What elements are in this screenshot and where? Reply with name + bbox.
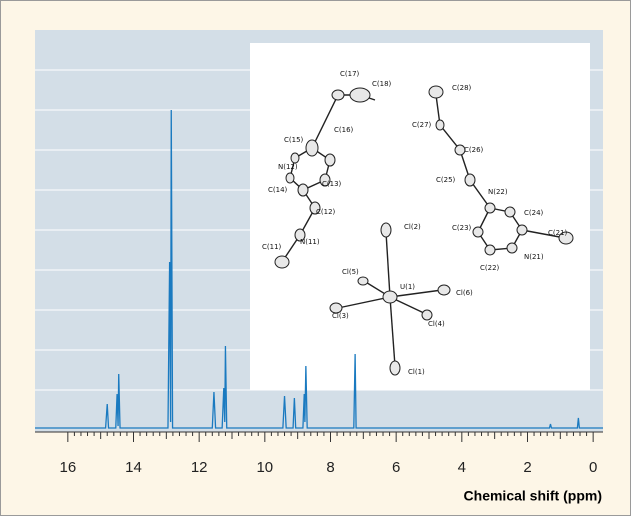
atom-label: C(17) [340,70,360,78]
x-tick-label: 2 [523,459,531,476]
atom-label: C(28) [452,84,472,92]
x-tick-label: 12 [191,459,208,476]
atom-label: C(22) [480,264,500,272]
x-tick-label: 14 [125,459,142,476]
atom-label: N(12) [278,163,298,171]
atom-label: C(16) [334,126,354,134]
chart: C(17) C(18) C(15) C(16) N(12) C(13) C(14) C(12)… [0,0,631,516]
atom-label: Cl(5) [342,268,359,276]
atom-label: C(18) [372,80,392,88]
atom-label: C(24) [524,209,544,217]
atom-label: C(25) [436,176,456,184]
atom-label: C(27) [412,121,432,129]
x-tick-label: 10 [256,459,273,476]
x-axis-label: Chemical shift (ppm) [464,488,602,504]
atom-label: Cl(4) [428,320,445,328]
atom-label: N(21) [524,253,544,261]
atom-label: C(11) [262,243,282,251]
atom-label: C(14) [268,186,288,194]
atom-label: Cl(3) [332,312,349,320]
atom-label: C(26) [464,146,484,154]
atom-label: Cl(2) [404,223,421,231]
atom-label: C(21) [548,229,568,237]
atom-label: Cl(1) [408,368,425,376]
atom-label: C(15) [284,136,304,144]
atom-label: C(12) [316,208,336,216]
atom-label: Cl(6) [456,289,473,297]
x-tick-label: 16 [59,459,76,476]
atom-label: C(13) [322,180,342,188]
atom-label: C(23) [452,224,472,232]
x-tick-label: 4 [458,459,466,476]
x-tick-label: 6 [392,459,400,476]
atom-label: U(1) [400,283,415,291]
x-tick-label: 0 [589,459,597,476]
atom-label: N(11) [300,238,320,246]
atom-label: N(22) [488,188,508,196]
x-tick-label: 8 [326,459,334,476]
